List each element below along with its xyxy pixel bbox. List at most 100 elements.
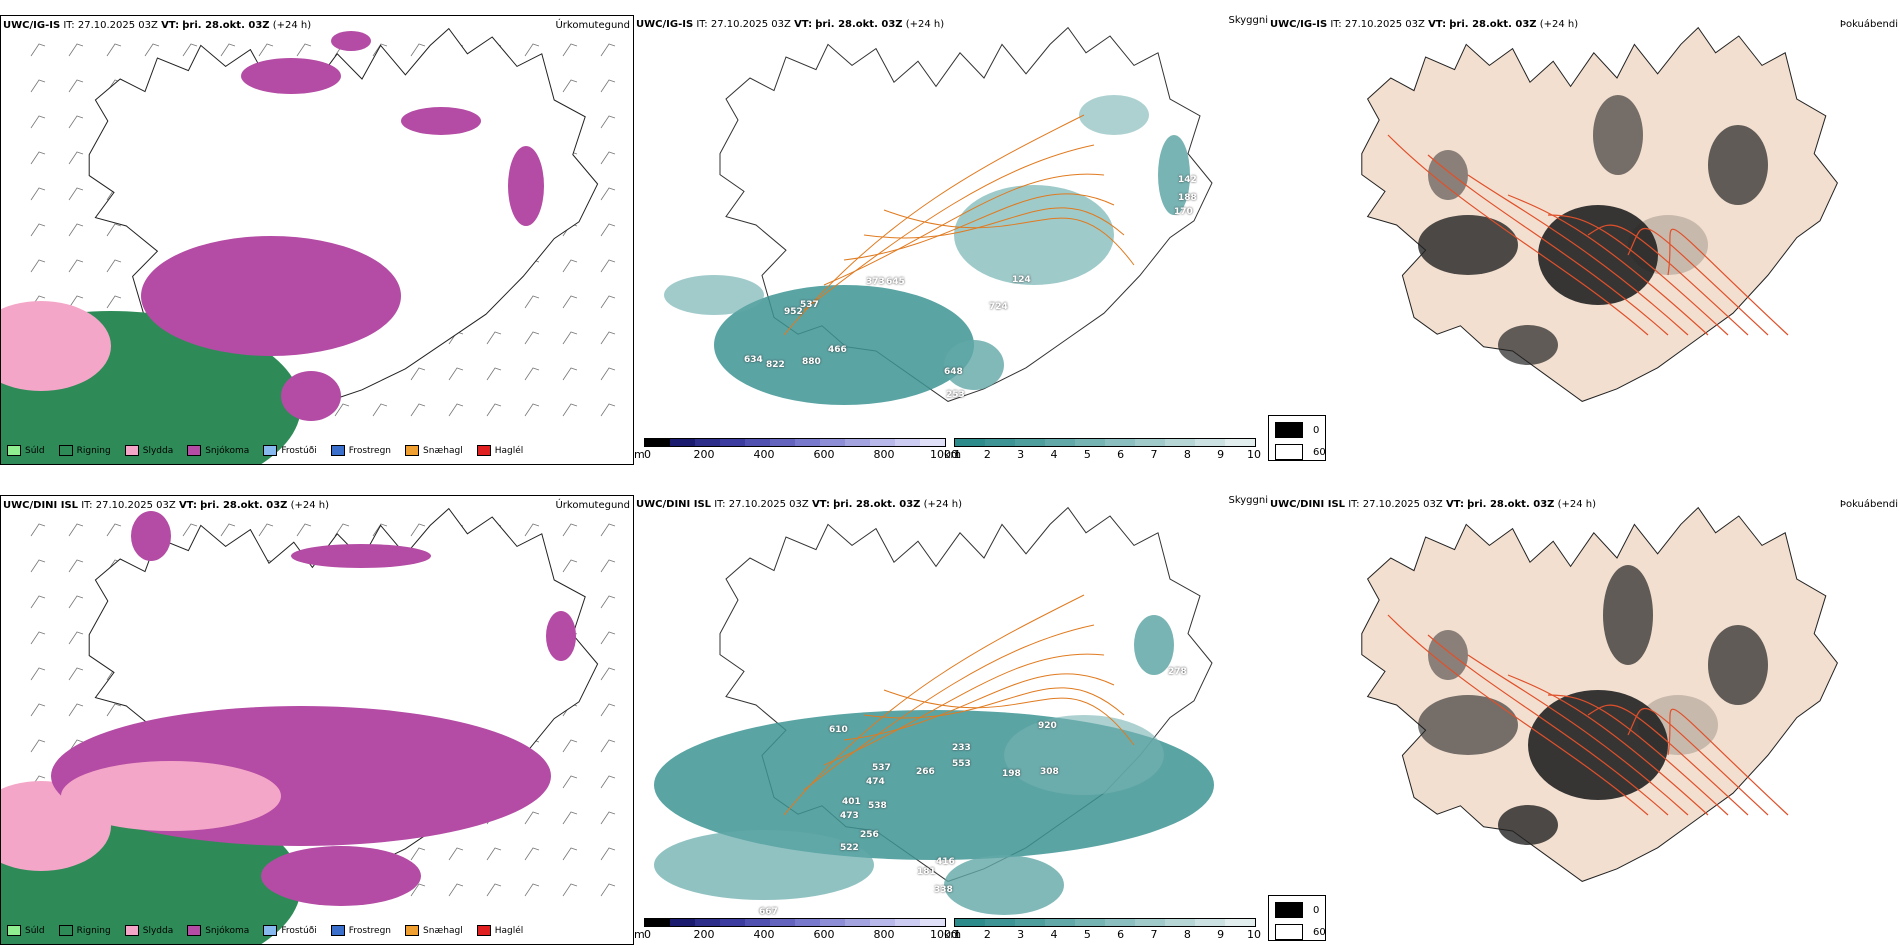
precip-type-panel: UWC/DINI ISL IT: 27.10.2025 03Z VT: þri.… [0, 495, 634, 945]
colorbar-step [820, 439, 845, 446]
sleet-area [1, 301, 111, 391]
legend-label: Slydda [142, 925, 174, 936]
colorbar-step [895, 919, 920, 926]
snow-area [291, 544, 431, 568]
cloud-base-label: 401 [842, 797, 861, 807]
legend-swatch [476, 445, 491, 456]
cloud-base-label: 648 [944, 367, 963, 377]
wind-barb [486, 883, 502, 897]
wind-barb [562, 331, 578, 345]
legend-item: Haglél [476, 925, 524, 936]
wind-barb [562, 739, 578, 753]
wind-barb [562, 775, 578, 789]
road-line [1667, 708, 1789, 816]
colorbar-tick: 9 [1217, 928, 1225, 941]
wind-barb [30, 703, 46, 717]
wind-barb [600, 703, 616, 717]
fog-panel: UWC/IG-IS IT: 27.10.2025 03Z VT: þri. 28… [1268, 15, 1900, 465]
wind-barb [106, 523, 122, 537]
cloud-base-label: 416 [936, 857, 955, 867]
cloud-base-label: 373 [866, 277, 885, 287]
road-line [843, 673, 1115, 741]
cloud-base-label: 553 [952, 759, 971, 769]
wind-barb [68, 739, 84, 753]
wind-barb [600, 79, 616, 93]
wind-barb [68, 295, 84, 309]
legend-item: Snæhagl [405, 445, 463, 456]
it-label: IT: [1330, 19, 1342, 30]
colorbar-step [845, 439, 870, 446]
road-line [863, 207, 1125, 239]
road-line [1627, 707, 1769, 816]
it-value: 27.10.2025 03Z [77, 20, 158, 31]
low-visibility-area [1134, 615, 1174, 675]
wind-barb [30, 151, 46, 165]
wind-barb [448, 403, 464, 417]
fog-patch [1418, 695, 1518, 755]
legend-swatch [263, 925, 278, 936]
model-header: UWC/DINI ISL IT: 27.10.2025 03Z VT: þri.… [3, 500, 329, 511]
colorbar-tick: 600 [813, 448, 835, 461]
legend-label: Haglél [494, 925, 524, 936]
legend-item: Haglél [476, 445, 523, 456]
wind-barb [486, 367, 502, 381]
it-label: IT: [1348, 499, 1360, 510]
cloud-base-label: 308 [1040, 767, 1059, 777]
wind-barb [106, 295, 122, 309]
wind-barb [448, 367, 464, 381]
fog-map [1361, 506, 1838, 882]
cloud-base-label: 338 [934, 885, 953, 895]
wind-barb [562, 43, 578, 57]
wind-barb [334, 403, 350, 417]
vt-value: þri. 28.okt. 03Z [182, 20, 270, 31]
precip-map [1, 27, 616, 464]
snow-area [508, 146, 544, 226]
cloud-base-label: 253 [946, 390, 965, 400]
legend-item: Frostregn [330, 925, 391, 936]
fog-patch [1708, 625, 1768, 705]
wind-barb [448, 883, 464, 897]
colorbar-step [670, 439, 695, 446]
fog-legend-row: 0 [1275, 902, 1319, 918]
cloud-base-label: 522 [840, 843, 859, 853]
low-visibility-area [714, 285, 974, 405]
colorbar-unit: m [634, 928, 645, 941]
legend-swatch [330, 925, 345, 936]
wind-barb [600, 523, 616, 537]
cloud-base-label: 724 [989, 302, 1008, 312]
wind-barb [68, 115, 84, 129]
colorbar-step [1165, 439, 1195, 446]
wind-barb [524, 523, 540, 537]
wind-barb [220, 43, 236, 57]
lead-time: (+24 h) [923, 499, 963, 510]
legend-item: Frostúði [263, 445, 317, 456]
colorbar-tick: 5 [1083, 448, 1091, 461]
wind-barb [68, 151, 84, 165]
vt-value: þri. 28.okt. 03Z [833, 499, 921, 510]
model-header: UWC/IG-IS IT: 27.10.2025 03Z VT: þri. 28… [636, 19, 944, 30]
colorbar-step [1045, 919, 1075, 926]
cloud-base-label: 473 [840, 811, 859, 821]
colorbar-tick: 1 [954, 928, 961, 941]
colorbar-step [745, 919, 770, 926]
legend-label: Snæhagl [423, 445, 463, 456]
colorbar-step [1225, 439, 1255, 446]
low-visibility-area [944, 855, 1064, 915]
wind-barb [600, 631, 616, 645]
legend-label: Snjókoma [205, 925, 250, 936]
wind-barb [410, 847, 426, 861]
colorbar-tick: 400 [753, 448, 775, 461]
cloud-base-label: 634 [744, 355, 763, 365]
cloud-base-label: 537 [872, 763, 891, 773]
cloud-base-label: 537 [800, 300, 819, 310]
it-value: 27.10.2025 03Z [1362, 499, 1443, 510]
low-visibility-area [654, 830, 874, 900]
legend-item: Snjókoma [187, 925, 249, 936]
it-label: IT: [81, 500, 93, 511]
visibility-map [664, 26, 1213, 405]
road-line [1467, 654, 1689, 816]
model-header: UWC/IG-IS IT: 27.10.2025 03Z VT: þri. 28… [3, 20, 311, 31]
colorbar-unit: km [944, 928, 962, 941]
colorbar-step [1015, 439, 1045, 446]
wind-barb [600, 847, 616, 861]
